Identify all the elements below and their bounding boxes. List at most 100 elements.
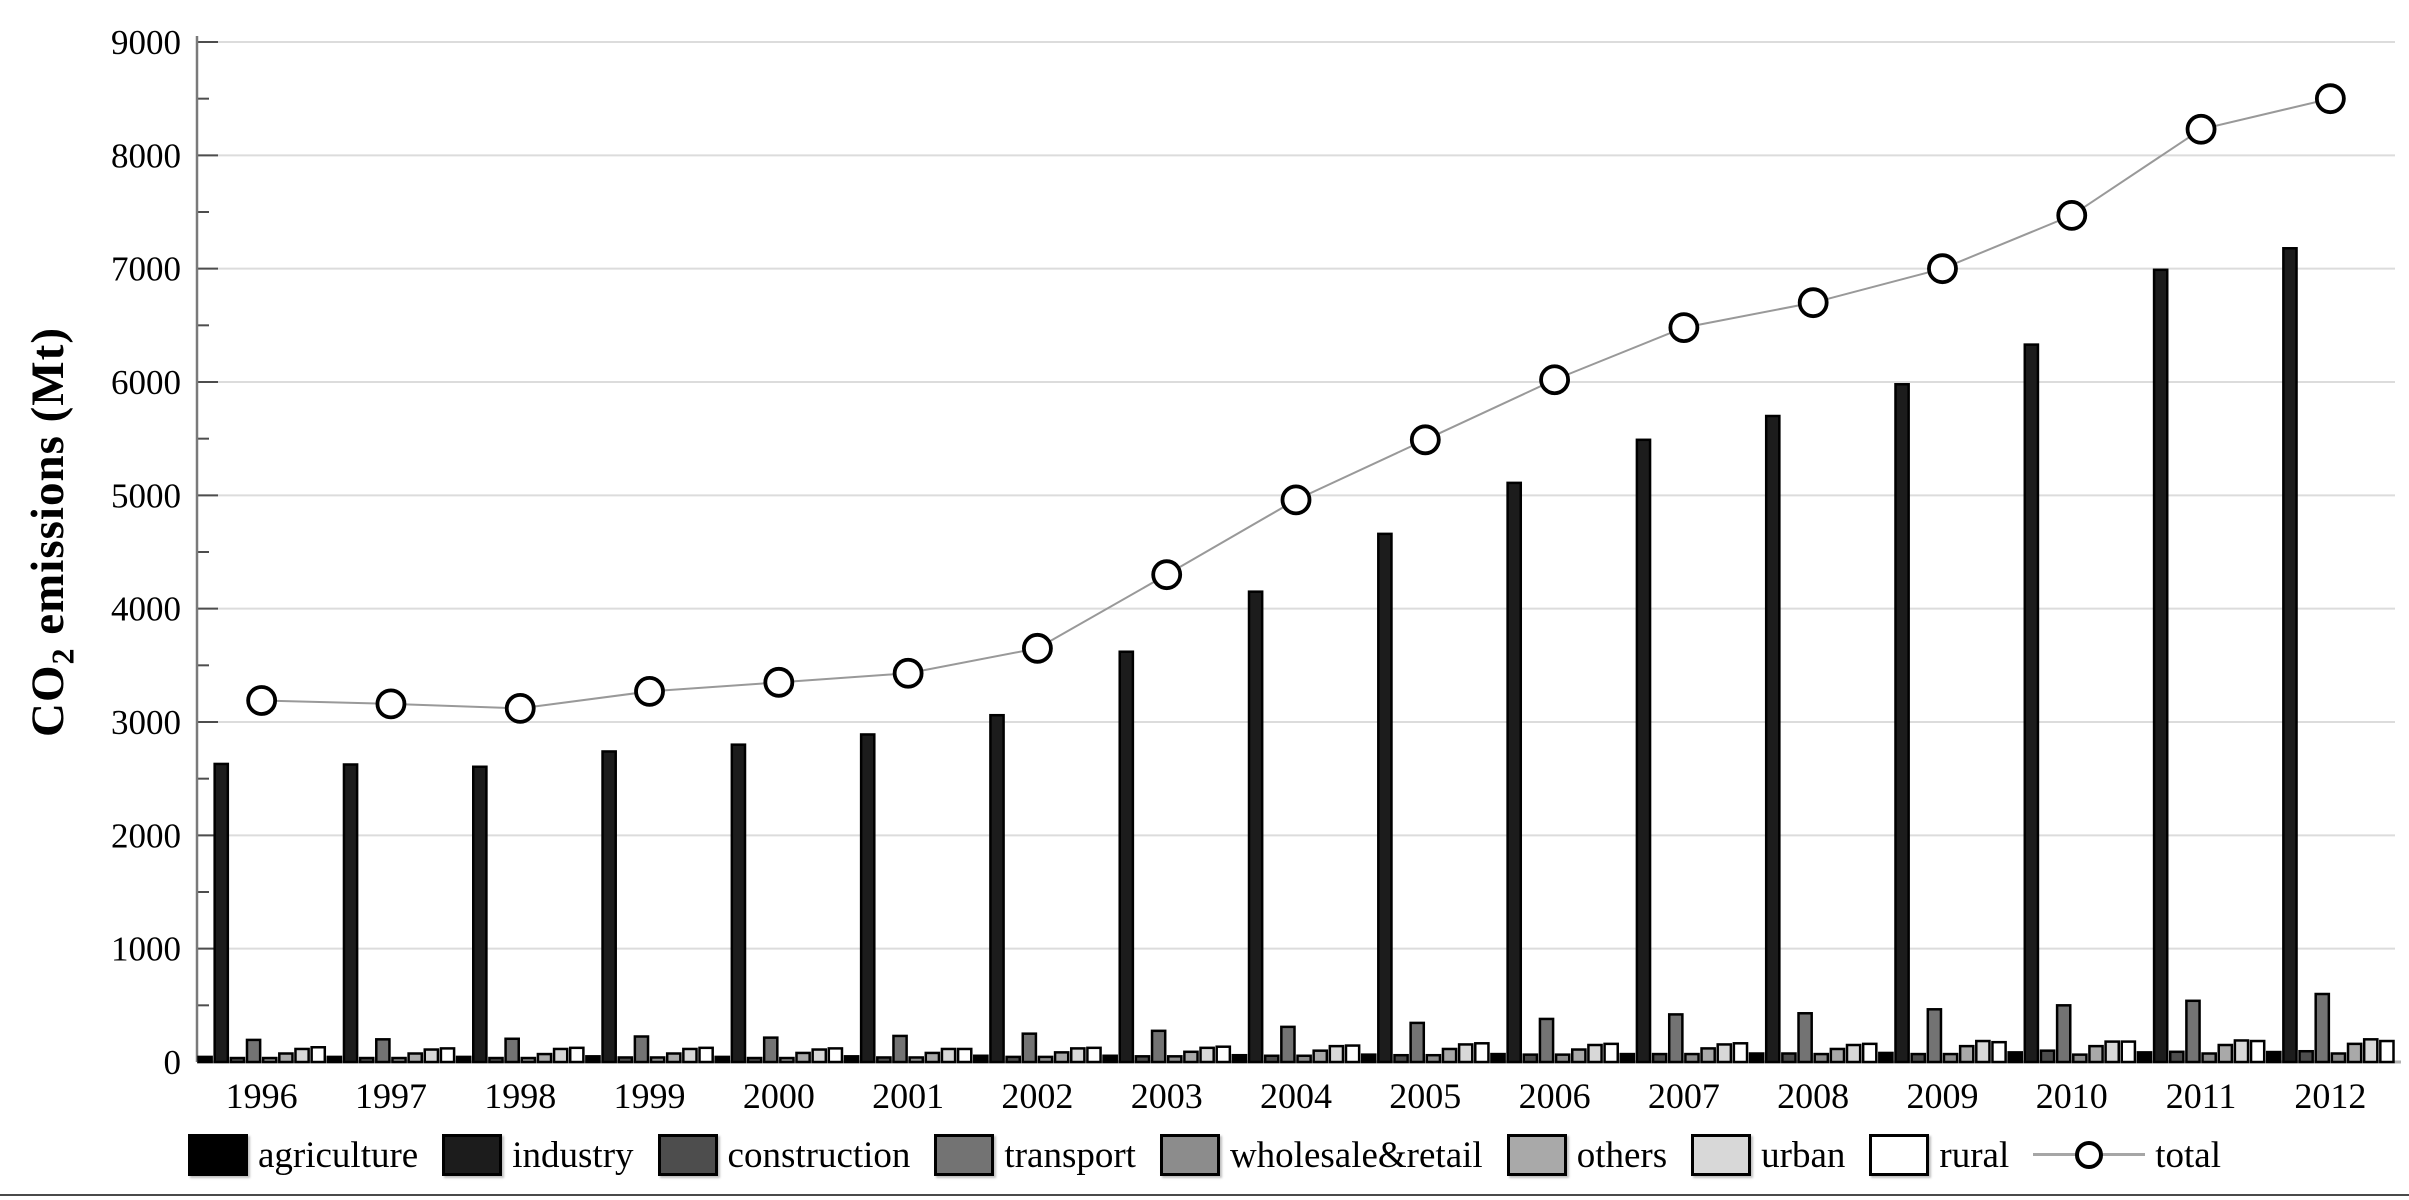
legend-total-marker-icon <box>2033 1134 2146 1176</box>
bar-wholesale-retail-2002 <box>1037 1055 1054 1064</box>
bar-construction-2002 <box>1005 1055 1022 1064</box>
bar-rural-1998 <box>568 1046 585 1064</box>
y-tick-label: 9000 <box>111 23 181 62</box>
bar-industry-1996 <box>213 762 230 1064</box>
bar-wholesale-retail-2011 <box>2201 1052 2217 1064</box>
y-tick-label: 2000 <box>111 816 181 855</box>
bar-industry-2010 <box>2023 343 2040 1064</box>
bar-transport-2002 <box>1021 1032 1038 1064</box>
bar-agriculture-1999 <box>585 1055 601 1064</box>
bar-others-2002 <box>1053 1051 1070 1064</box>
bar-wholesale-retail-2008 <box>1813 1052 1830 1064</box>
bar-industry-2009 <box>1894 383 1910 1064</box>
x-year-label: 2009 <box>1906 1076 1978 1116</box>
x-year-label: 1996 <box>226 1076 298 1116</box>
bar-agriculture-1996 <box>197 1055 213 1064</box>
bar-urban-1998 <box>552 1047 569 1064</box>
total-marker-1996 <box>246 685 278 716</box>
bar-agriculture-2004 <box>1231 1053 1248 1064</box>
bar-agriculture-2007 <box>1619 1052 1636 1064</box>
bar-transport-2007 <box>1667 1013 1684 1064</box>
bar-rural-1996 <box>310 1046 327 1064</box>
legend-swatch-urban <box>1691 1134 1752 1176</box>
y-tick-label: 8000 <box>111 136 181 175</box>
bar-agriculture-2000 <box>714 1055 731 1064</box>
total-marker-2008 <box>1797 287 1829 319</box>
bar-agriculture-2008 <box>1748 1052 1765 1064</box>
bar-others-1998 <box>536 1052 553 1064</box>
bar-others-2012 <box>2346 1042 2363 1064</box>
bar-construction-2000 <box>746 1056 763 1064</box>
bar-urban-2000 <box>811 1048 828 1064</box>
total-marker-2000 <box>763 666 795 698</box>
legend-label-others: others <box>1576 1134 1668 1176</box>
bar-industry-2005 <box>1377 532 1393 1064</box>
bar-transport-2001 <box>892 1034 908 1064</box>
legend-swatch-industry <box>442 1134 503 1176</box>
bar-industry-2008 <box>1764 414 1781 1064</box>
x-year-label: 1997 <box>355 1076 427 1116</box>
bar-rural-2012 <box>2379 1039 2395 1064</box>
bar-wholesale-retail-2000 <box>779 1056 795 1064</box>
bar-others-2001 <box>924 1051 941 1064</box>
bar-urban-2008 <box>1845 1043 1862 1064</box>
total-circle-icon <box>2075 1141 2104 1169</box>
legend-label-total: total <box>2155 1134 2221 1176</box>
bar-construction-2011 <box>2168 1050 2185 1064</box>
bar-transport-2009 <box>1926 1008 1943 1064</box>
bar-construction-2006 <box>1522 1053 1539 1064</box>
y-axis-title: CO2 emissions (Mt) <box>21 327 80 737</box>
bar-transport-2004 <box>1280 1025 1296 1064</box>
y-tick-label: 6000 <box>111 363 181 402</box>
x-year-label: 2005 <box>1389 1076 1461 1116</box>
bar-others-2011 <box>2217 1043 2234 1064</box>
bar-construction-2007 <box>1651 1052 1668 1064</box>
bar-industry-2000 <box>730 743 747 1064</box>
bar-urban-2001 <box>940 1047 957 1064</box>
bar-agriculture-2001 <box>843 1055 860 1064</box>
bar-urban-2012 <box>2362 1038 2379 1064</box>
legend-item-agriculture: agriculture <box>187 1134 418 1177</box>
y-axis-title-sub: 2 <box>44 647 81 665</box>
bar-industry-1999 <box>601 750 617 1064</box>
legend-item-wholesale-retail: wholesale&retail <box>1159 1134 1483 1177</box>
bar-wholesale-retail-1996 <box>261 1056 278 1064</box>
total-marker-2002 <box>1022 632 1053 664</box>
bar-wholesale-retail-2009 <box>1942 1052 1959 1064</box>
x-year-label: 2012 <box>2294 1076 2366 1116</box>
bar-wholesale-retail-2001 <box>908 1056 925 1064</box>
total-marker-2012 <box>2314 83 2346 115</box>
bar-others-2007 <box>1700 1047 1716 1064</box>
bar-urban-2005 <box>1457 1043 1474 1064</box>
x-year-label: 2008 <box>1777 1076 1849 1116</box>
bar-urban-2003 <box>1199 1046 1215 1064</box>
bar-agriculture-1997 <box>326 1055 343 1064</box>
bar-wholesale-retail-2012 <box>2330 1052 2347 1064</box>
bar-others-2006 <box>1571 1048 1587 1064</box>
x-year-label: 2007 <box>1648 1076 1720 1116</box>
x-year-label: 2004 <box>1260 1076 1332 1116</box>
bar-industry-2002 <box>989 713 1005 1064</box>
legend-label-construction: construction <box>727 1134 911 1176</box>
bar-others-1997 <box>407 1052 424 1064</box>
bar-rural-1999 <box>698 1046 714 1064</box>
bar-construction-2005 <box>1393 1053 1409 1064</box>
bar-transport-2010 <box>2055 1004 2072 1064</box>
bar-industry-2004 <box>1247 590 1264 1064</box>
bar-rural-1997 <box>439 1047 456 1064</box>
bottom-border <box>0 1194 2409 1196</box>
bar-urban-2002 <box>1069 1047 1086 1064</box>
total-marker-1997 <box>375 688 407 720</box>
bar-rural-2005 <box>1474 1042 1490 1064</box>
bar-urban-1997 <box>423 1048 440 1064</box>
bar-urban-1999 <box>682 1047 698 1064</box>
bar-wholesale-retail-2004 <box>1296 1054 1312 1064</box>
bar-rural-2001 <box>956 1047 973 1064</box>
bar-wholesale-retail-2005 <box>1425 1053 1442 1064</box>
legend-swatch-transport <box>934 1134 995 1176</box>
bar-construction-2001 <box>876 1056 892 1064</box>
legend-item-others: others <box>1506 1134 1668 1177</box>
bar-others-2010 <box>2088 1044 2104 1064</box>
bar-rural-2002 <box>1086 1046 1102 1064</box>
legend-item-total: total <box>2033 1134 2221 1177</box>
